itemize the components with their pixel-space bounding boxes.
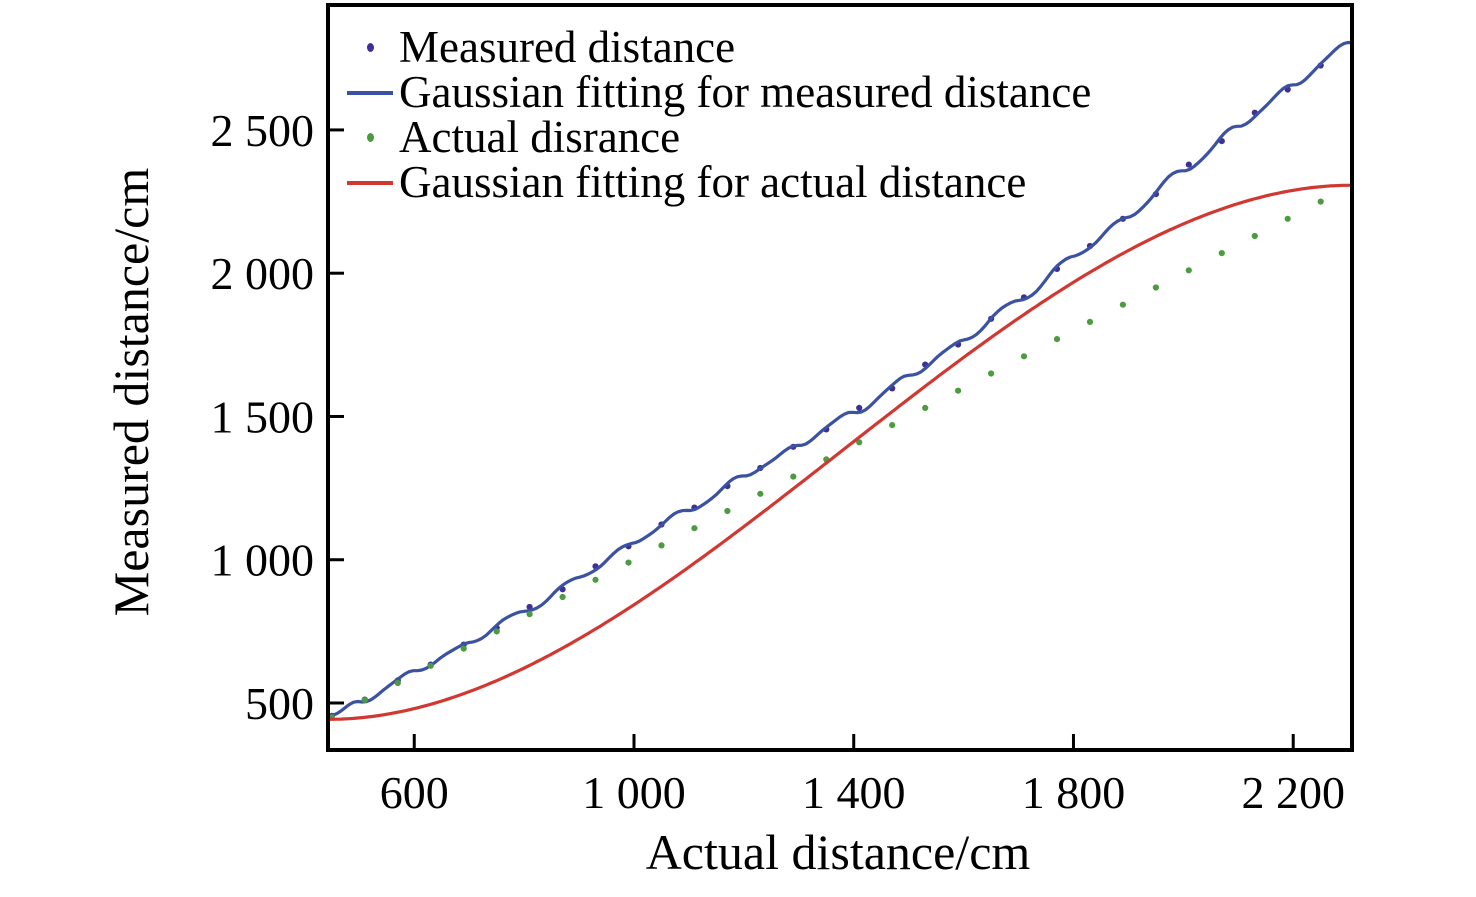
scatter-point-2 bbox=[361, 697, 368, 704]
tick-layer: 600 1 000 1 400 1 800 2 200 500 1 000 1 500 2 00… bbox=[211, 105, 1345, 818]
scatter-point-0 bbox=[1185, 161, 1192, 168]
scatter-point-2 bbox=[1119, 301, 1126, 308]
series-line-1 bbox=[327, 40, 1353, 718]
scatter-point-2 bbox=[1053, 336, 1061, 343]
scatter-point-2 bbox=[1086, 318, 1094, 325]
scatter-point-2 bbox=[955, 387, 962, 394]
scatter-point-2 bbox=[460, 645, 467, 652]
x-tick-label: 1 000 bbox=[582, 767, 686, 818]
scatter-point-2 bbox=[592, 576, 599, 583]
scatter-point-2 bbox=[922, 404, 929, 411]
x-tick-label: 2 200 bbox=[1241, 767, 1345, 818]
x-tick-label: 1 400 bbox=[802, 767, 906, 818]
measured-distance-dot-icon bbox=[366, 43, 374, 52]
actual-distance-dot-icon bbox=[366, 133, 374, 142]
y-tick-label: 2 000 bbox=[211, 248, 315, 299]
scatter-point-2 bbox=[790, 473, 797, 480]
legend-entry-actual-distance: Actual disrance bbox=[345, 115, 1091, 160]
x-tick-label: 1 800 bbox=[1022, 767, 1126, 818]
scatter-point-2 bbox=[988, 370, 995, 377]
scatter-point-2 bbox=[1152, 284, 1159, 291]
y-tick-label: 500 bbox=[245, 678, 314, 729]
scatter-point-2 bbox=[1185, 267, 1192, 274]
scatter-point-2 bbox=[559, 593, 566, 601]
y-tick-label: 2 500 bbox=[211, 105, 315, 156]
scatter-point-2 bbox=[1284, 215, 1291, 222]
y-axis-label: Measured distance/cm bbox=[103, 168, 159, 617]
scatter-point-2 bbox=[889, 422, 896, 429]
series-line-3 bbox=[328, 183, 1353, 721]
scatter-point-2 bbox=[1317, 198, 1324, 205]
legend-entry-measured-distance: Measured distance bbox=[345, 25, 1091, 70]
scatter-point-2 bbox=[625, 559, 632, 566]
scatter-point-2 bbox=[427, 662, 434, 669]
legend-label: Measured distance bbox=[399, 22, 736, 72]
y-tick-label: 1 000 bbox=[211, 535, 315, 586]
scatter-point-0 bbox=[856, 404, 863, 411]
scatter-point-2 bbox=[1020, 353, 1028, 360]
legend-label: Gaussian fitting for actual distance bbox=[399, 157, 1027, 207]
scatter-point-2 bbox=[856, 439, 863, 446]
scatter-point-2 bbox=[691, 525, 698, 532]
legend-label: Gaussian fitting for measured distance bbox=[399, 67, 1092, 117]
scatter-point-2 bbox=[1218, 250, 1225, 257]
scatter-point-2 bbox=[757, 490, 764, 497]
legend-entry-gaussian-fitting-actual: Gaussian fitting for actual distance bbox=[345, 160, 1091, 205]
scatter-point-2 bbox=[526, 611, 533, 618]
scatter-point-2 bbox=[1251, 232, 1258, 240]
actual-fit-line-icon bbox=[347, 180, 393, 185]
scatter-point-2 bbox=[394, 679, 401, 687]
plot-box bbox=[326, 3, 1354, 752]
scatter-point-2 bbox=[724, 507, 731, 515]
chart-legend: Measured distance Gaussian fitting for m… bbox=[345, 25, 1091, 205]
series-layer bbox=[327, 40, 1353, 721]
x-tick-label: 600 bbox=[380, 767, 449, 818]
scatter-point-2 bbox=[658, 542, 665, 549]
x-axis-label: Actual distance/cm bbox=[646, 824, 1031, 880]
scatter-point-2 bbox=[493, 628, 500, 635]
measured-fit-line-icon bbox=[347, 90, 393, 95]
plot-frame bbox=[326, 3, 1354, 752]
legend-entry-gaussian-fitting-measured: Gaussian fitting for measured distance bbox=[345, 70, 1091, 115]
legend-label: Actual disrance bbox=[399, 112, 681, 162]
y-tick-label: 1 500 bbox=[211, 391, 315, 442]
